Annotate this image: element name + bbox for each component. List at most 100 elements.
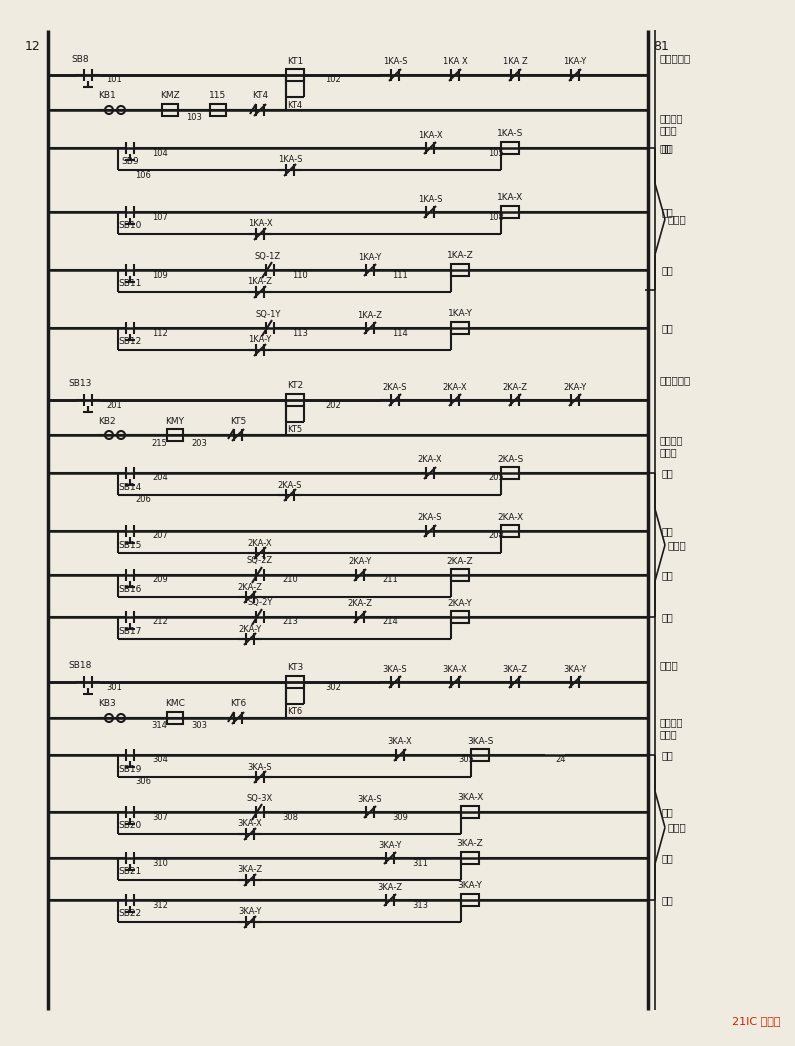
Text: 309: 309 — [392, 813, 408, 821]
Text: 继电器: 继电器 — [668, 822, 687, 832]
Text: 向右: 向右 — [662, 895, 673, 905]
Text: SB9: SB9 — [121, 158, 139, 166]
Text: 继电器: 继电器 — [668, 214, 687, 224]
Text: 312: 312 — [152, 901, 168, 910]
Text: 向上: 向上 — [662, 468, 673, 478]
Text: 109: 109 — [152, 271, 168, 279]
Text: SB20: SB20 — [118, 821, 142, 831]
Text: 向上: 向上 — [662, 750, 673, 760]
Text: 204: 204 — [152, 474, 168, 482]
Text: 110: 110 — [292, 271, 308, 279]
Text: 3KA-Z: 3KA-Z — [456, 840, 483, 848]
Text: 314: 314 — [151, 722, 167, 730]
Text: 接触器: 接触器 — [660, 447, 677, 457]
Text: 2KA-Z: 2KA-Z — [447, 556, 473, 566]
Text: SB16: SB16 — [118, 585, 142, 593]
Text: 1KA-Z: 1KA-Z — [358, 311, 382, 319]
Text: 2KA-X: 2KA-X — [497, 513, 523, 522]
Text: 101: 101 — [106, 75, 122, 85]
Text: 307: 307 — [152, 813, 168, 821]
Text: 1KA-Z: 1KA-Z — [447, 251, 473, 260]
Bar — [167, 429, 183, 441]
Text: 207: 207 — [152, 531, 168, 541]
Text: 106: 106 — [135, 170, 151, 180]
Text: 3KA-Y: 3KA-Y — [564, 664, 587, 674]
Text: 向左: 向左 — [662, 265, 673, 275]
Text: 1KA-X: 1KA-X — [417, 131, 442, 139]
Text: 2KA-S: 2KA-S — [497, 455, 523, 463]
Text: 1KA-Z: 1KA-Z — [247, 277, 273, 287]
Text: 112: 112 — [152, 328, 168, 338]
Text: 快速电机: 快速电机 — [660, 435, 684, 445]
Text: 1KA-X: 1KA-X — [248, 220, 273, 228]
Text: KT5: KT5 — [230, 416, 246, 426]
Text: 2KA-Y: 2KA-Y — [564, 383, 587, 391]
Text: 212: 212 — [152, 617, 168, 627]
Bar — [451, 322, 469, 334]
Text: 左垂直刀架: 左垂直刀架 — [660, 53, 691, 63]
Text: KT5: KT5 — [288, 426, 303, 434]
Text: 301: 301 — [106, 682, 122, 691]
Text: SB21: SB21 — [118, 867, 142, 877]
Bar — [451, 569, 469, 581]
Bar — [167, 712, 183, 724]
Text: 向右: 向右 — [662, 323, 673, 333]
Text: KT2: KT2 — [287, 382, 303, 390]
Text: 211: 211 — [382, 575, 398, 585]
Text: SB10: SB10 — [118, 222, 142, 230]
Text: 114: 114 — [392, 328, 408, 338]
Text: KT1: KT1 — [287, 56, 303, 66]
Text: 103: 103 — [186, 114, 202, 122]
Text: SB18: SB18 — [68, 661, 91, 670]
Text: 2KA-Y: 2KA-Y — [238, 624, 262, 634]
Bar — [451, 611, 469, 623]
Text: 3KA-Y: 3KA-Y — [458, 882, 483, 890]
Text: SB15: SB15 — [118, 541, 142, 549]
Text: 21IC 电子网: 21IC 电子网 — [731, 1016, 780, 1026]
Text: KMC: KMC — [165, 700, 185, 708]
Text: 3KA-Z: 3KA-Z — [378, 883, 402, 891]
Text: 2KA-S: 2KA-S — [382, 383, 407, 391]
Text: 向上: 向上 — [660, 143, 672, 153]
Text: 1KA Z: 1KA Z — [502, 58, 527, 67]
Text: 3KA-S: 3KA-S — [358, 795, 382, 803]
Text: 1KA-Y: 1KA-Y — [248, 336, 272, 344]
Bar — [501, 467, 519, 479]
Text: 2KA-S: 2KA-S — [277, 480, 302, 490]
Text: 24: 24 — [555, 755, 565, 765]
Text: SB13: SB13 — [68, 380, 91, 388]
Text: 1KA-S: 1KA-S — [497, 130, 523, 138]
Text: 306: 306 — [135, 777, 151, 787]
Text: 202: 202 — [325, 401, 341, 409]
Text: 310: 310 — [152, 859, 168, 867]
Text: 向左: 向左 — [662, 852, 673, 863]
Text: KT3: KT3 — [287, 663, 303, 673]
Text: 侧刀架: 侧刀架 — [660, 660, 679, 670]
Text: 2KA-Y: 2KA-Y — [448, 598, 472, 608]
Bar — [286, 69, 304, 81]
Text: 81: 81 — [653, 40, 669, 53]
Bar — [461, 852, 479, 864]
Text: 3KA-Y: 3KA-Y — [378, 841, 401, 849]
Bar — [501, 142, 519, 154]
Text: 213: 213 — [282, 617, 298, 627]
Text: 206: 206 — [135, 496, 151, 504]
Text: SB14: SB14 — [118, 482, 142, 492]
Text: KMZ: KMZ — [160, 91, 180, 100]
Text: 3KA-X: 3KA-X — [443, 664, 467, 674]
Text: 111: 111 — [392, 271, 408, 279]
Text: SB22: SB22 — [118, 910, 142, 918]
Text: 201: 201 — [106, 401, 122, 409]
Text: 308: 308 — [282, 813, 298, 821]
Text: 303: 303 — [191, 722, 207, 730]
Text: 快速电机: 快速电机 — [660, 717, 684, 727]
Text: 接触器: 接触器 — [660, 126, 677, 135]
Text: 3KA-S: 3KA-S — [248, 763, 273, 772]
Text: SQ-1Y: SQ-1Y — [255, 310, 281, 318]
Text: 1KA-X: 1KA-X — [497, 194, 523, 203]
Text: 1KA X: 1KA X — [443, 58, 467, 67]
Text: 2KA-Z: 2KA-Z — [238, 583, 262, 591]
Text: 2KA-Y: 2KA-Y — [348, 558, 371, 567]
Text: SB19: SB19 — [118, 765, 142, 773]
Bar — [286, 394, 304, 406]
